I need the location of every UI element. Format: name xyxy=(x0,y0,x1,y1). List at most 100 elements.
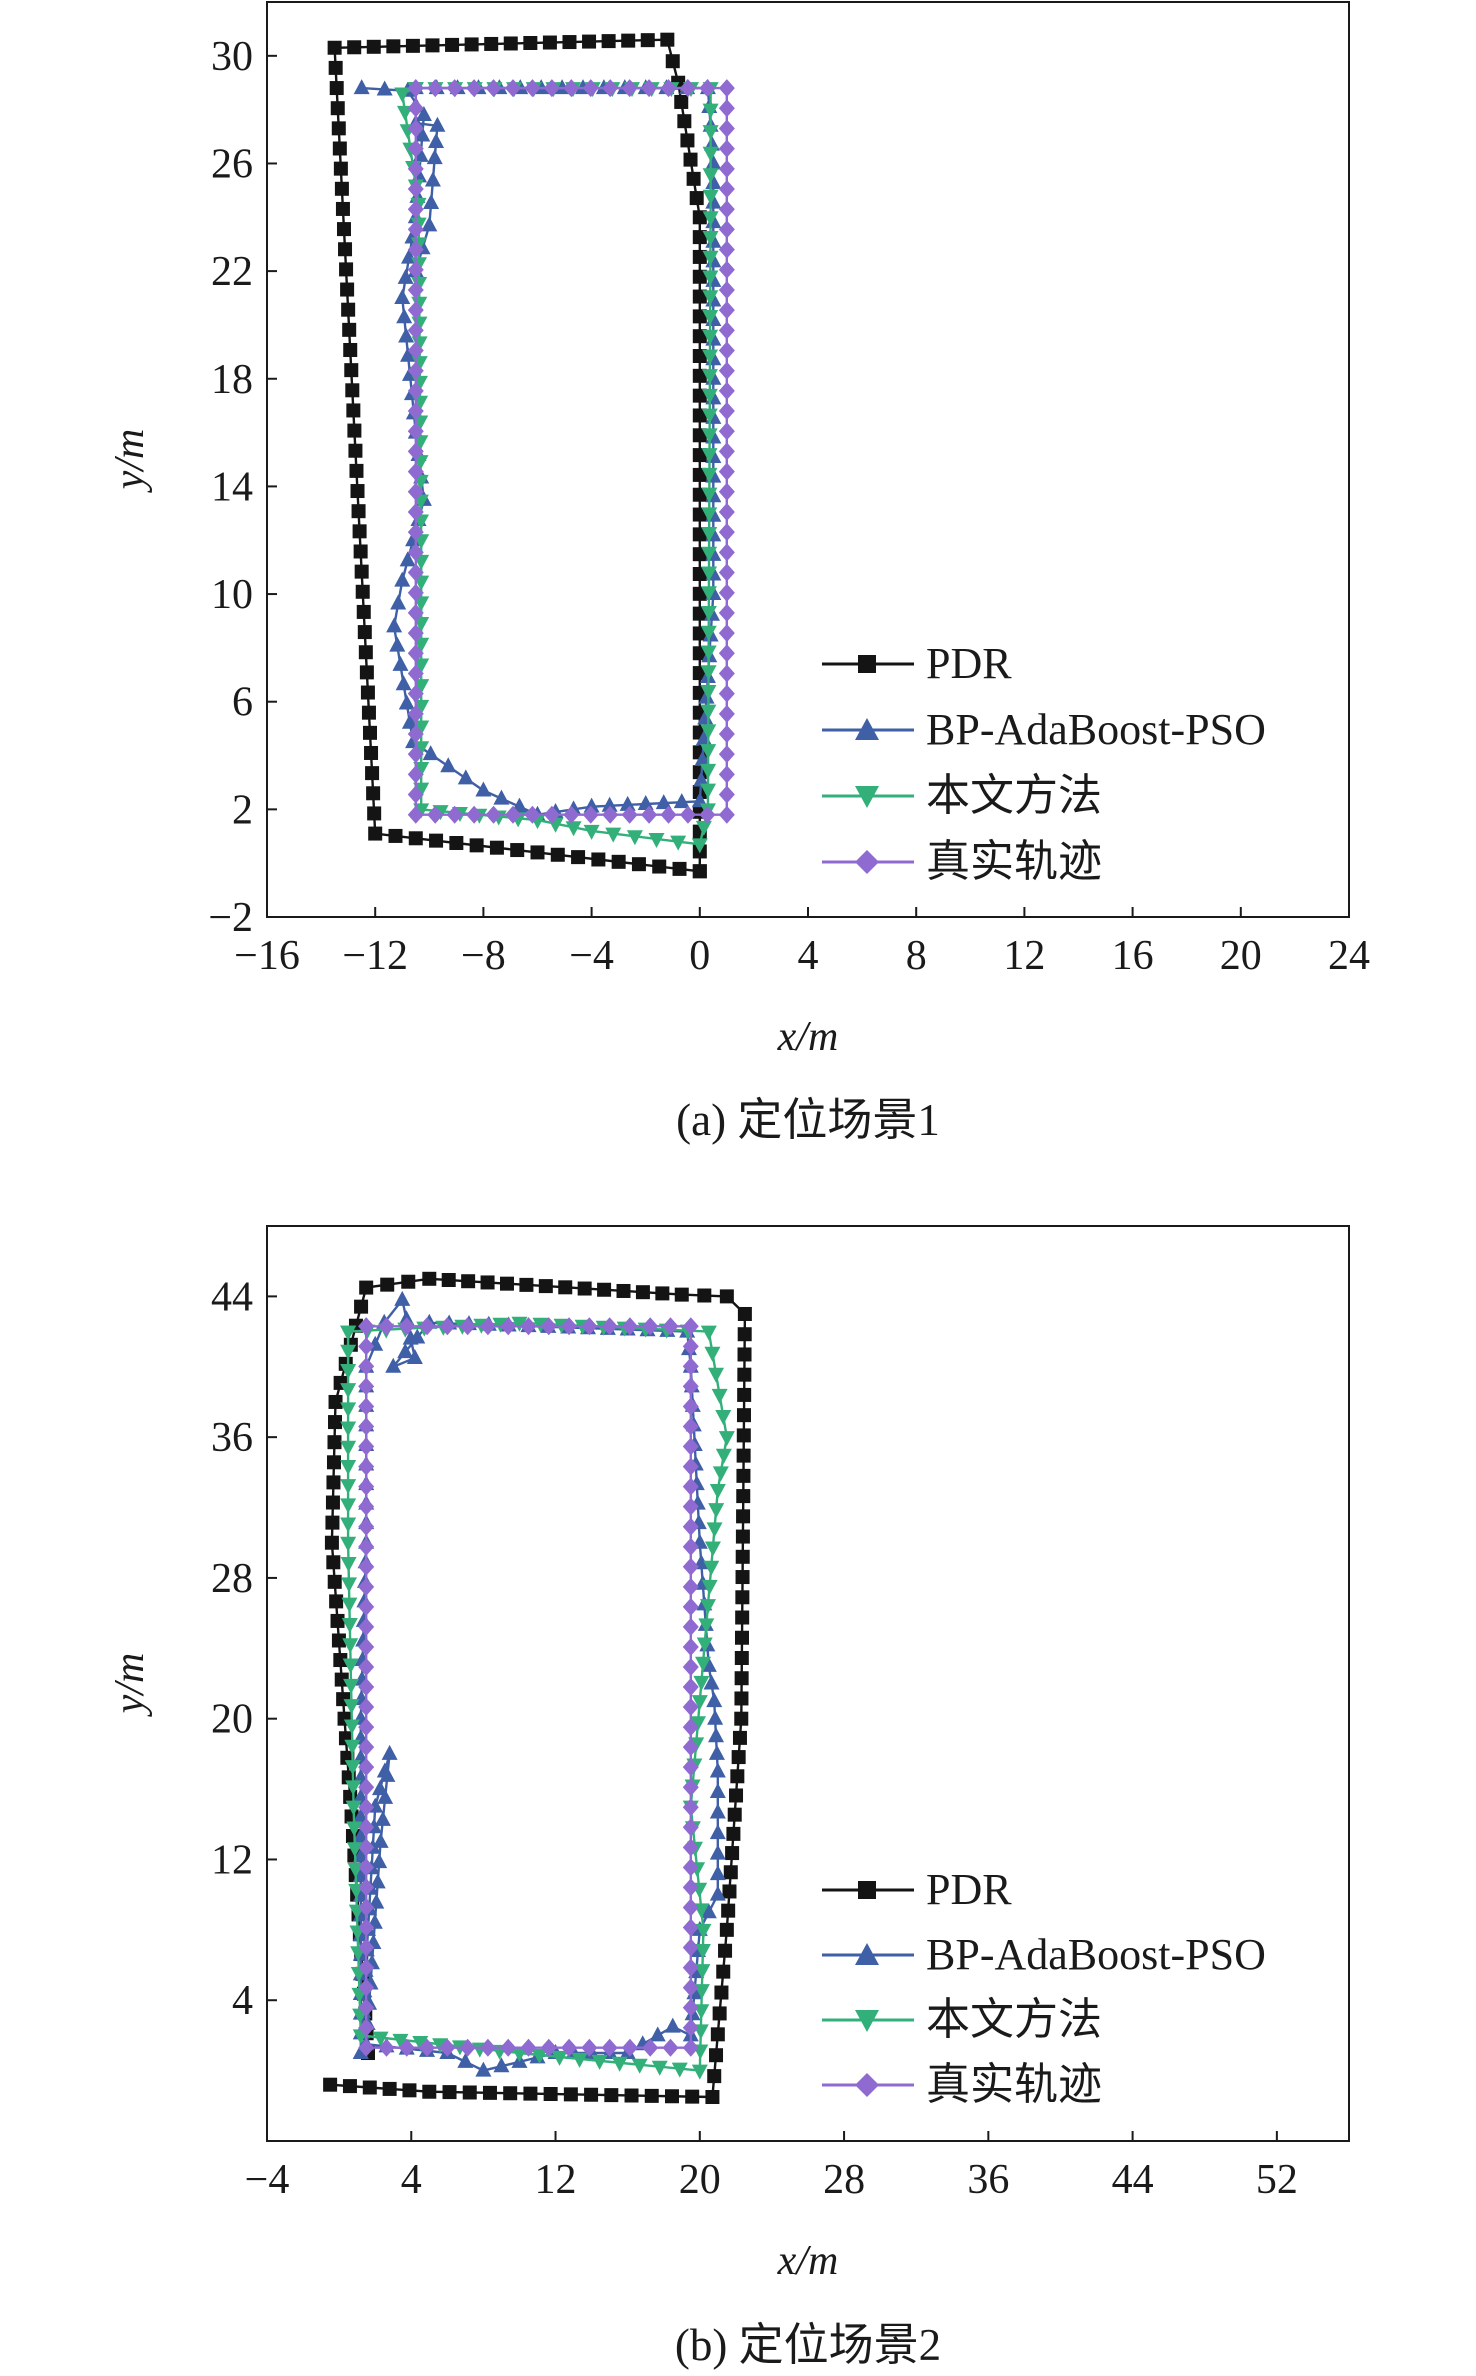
chart-a-marker-pdr xyxy=(388,828,403,843)
chart-a-marker-ground-truth xyxy=(485,805,502,824)
chart-b-marker-proposed-method xyxy=(340,1479,357,1495)
chart-a-marker-ground-truth xyxy=(504,79,521,98)
chart-b-marker-pdr xyxy=(604,2088,619,2103)
chart-b-marker-pdr xyxy=(726,1826,741,1841)
chart-b-marker-proposed-method xyxy=(342,1638,359,1654)
chart-b-marker-proposed-method xyxy=(340,1557,357,1573)
chart-b-marker-ground-truth xyxy=(682,1838,699,1857)
chart-a-marker-ground-truth xyxy=(718,462,735,481)
chart-a-marker-proposed-method xyxy=(702,146,719,162)
chart-b-marker-ground-truth xyxy=(682,1477,699,1496)
chart-b-marker-pdr xyxy=(736,1428,751,1443)
chart-b-marker-bp-adaboost-pso xyxy=(406,1348,423,1364)
chart-a-marker-bp-adaboost-pso xyxy=(353,79,370,95)
chart-a-marker-pdr xyxy=(343,342,358,357)
chart-a-marker-proposed-method xyxy=(670,835,687,851)
chart-b-marker-pdr xyxy=(723,1865,738,1880)
chart-b-x-tick-label: 36 xyxy=(967,2157,1009,2203)
legend-label-bp-adaboost-pso: BP-AdaBoost-PSO xyxy=(926,705,1266,754)
chart-b-marker-bp-adaboost-pso xyxy=(706,1692,723,1708)
chart-b-marker-ground-truth xyxy=(682,1758,699,1777)
chart-a-marker-pdr xyxy=(405,38,420,53)
chart-b-marker-ground-truth xyxy=(358,1437,375,1456)
chart-a-marker-ground-truth xyxy=(718,79,735,98)
chart-a-marker-ground-truth xyxy=(582,805,599,824)
chart-a-marker-proposed-method xyxy=(413,761,430,777)
chart-a-marker-proposed-method xyxy=(413,720,430,736)
chart-a-marker-pdr xyxy=(680,133,695,148)
chart-a-marker-proposed-method xyxy=(702,211,719,227)
chart-b-marker-proposed-method xyxy=(631,2058,648,2074)
chart-a-marker-pdr xyxy=(510,843,525,858)
chart-a-marker-ground-truth xyxy=(718,583,735,602)
chart-a-marker-pdr xyxy=(357,625,372,640)
legend-label-pdr: PDR xyxy=(926,639,1012,688)
chart-b-marker-ground-truth xyxy=(682,1798,699,1817)
chart-b-marker-pdr xyxy=(725,1846,740,1861)
chart-b-marker-pdr xyxy=(325,1495,340,1510)
chart-b-marker-ground-truth xyxy=(662,1317,679,1336)
chart-a-marker-ground-truth xyxy=(427,79,444,98)
chart-b-marker-ground-truth xyxy=(358,1958,375,1977)
chart-b-marker-proposed-method xyxy=(372,2031,389,2047)
chart-a-marker-ground-truth xyxy=(446,79,463,98)
chart-a-marker-ground-truth xyxy=(543,79,560,98)
chart-a-marker-ground-truth xyxy=(718,644,735,663)
chart-a-y-tick-label: −2 xyxy=(208,895,253,941)
chart-a-marker-pdr xyxy=(562,35,577,50)
chart-b-marker-ground-truth xyxy=(621,1317,638,1336)
chart-b-marker-ground-truth xyxy=(479,1317,496,1336)
chart-b-marker-ground-truth xyxy=(358,1738,375,1757)
chart-a-marker-pdr xyxy=(367,806,382,821)
chart-a-marker-ground-truth xyxy=(446,805,463,824)
chart-a-y-tick-label: 26 xyxy=(211,141,253,187)
chart-b-marker-ground-truth xyxy=(358,1718,375,1737)
chart-a-marker-proposed-method xyxy=(700,665,717,681)
chart-a-plot-frame xyxy=(266,1,1350,918)
chart-b-y-tick-label: 28 xyxy=(211,1556,253,1602)
chart-a-marker-proposed-method xyxy=(700,783,717,799)
chart-a-marker-proposed-method xyxy=(702,189,719,205)
chart-b-marker-proposed-method xyxy=(611,2056,628,2072)
chart-b-y-tick-label: 4 xyxy=(232,1978,253,2024)
chart-b-marker-pdr xyxy=(422,1271,437,1286)
chart-a-marker-pdr xyxy=(333,161,348,176)
chart-b-marker-ground-truth xyxy=(682,1457,699,1476)
chart-a-marker-ground-truth xyxy=(718,280,735,299)
chart-a-marker-pdr xyxy=(425,38,440,53)
chart-a-marker-pdr xyxy=(692,467,707,482)
chart-b-marker-ground-truth xyxy=(540,1317,557,1336)
chart-b-x-tick-label: 28 xyxy=(823,2157,865,2203)
chart-a-marker-ground-truth xyxy=(718,200,735,219)
chart-b-marker-proposed-method xyxy=(715,1410,732,1426)
chart-a-marker-ground-truth xyxy=(718,119,735,138)
chart-b-marker-pdr xyxy=(718,1943,733,1958)
chart-a-marker-pdr xyxy=(692,864,707,879)
chart-a-line-ground-truth xyxy=(414,86,728,816)
chart-b-marker-pdr xyxy=(334,1672,349,1687)
chart-b-y-axis-label: y/m xyxy=(107,1653,153,1718)
chart-b-marker-ground-truth xyxy=(358,1337,375,1356)
chart-a-marker-ground-truth xyxy=(407,664,424,683)
chart-b-marker-ground-truth xyxy=(358,1557,375,1576)
chart-b-marker-bp-adaboost-pso xyxy=(385,1357,402,1373)
chart-b-marker-pdr xyxy=(462,2085,477,2100)
chart-a-marker-bp-adaboost-pso xyxy=(421,216,438,232)
chart-a-marker-bp-adaboost-pso xyxy=(583,797,600,813)
chart-a-marker-ground-truth xyxy=(504,805,521,824)
chart-a-marker-proposed-method xyxy=(702,309,719,325)
legend-marker-ground-truth xyxy=(855,850,879,874)
chart-b-marker-pdr xyxy=(342,2079,357,2094)
chart-b-marker-proposed-method xyxy=(392,2033,409,2049)
chart-a-marker-proposed-method xyxy=(702,103,719,119)
chart-b-marker-proposed-method xyxy=(695,1656,712,1672)
chart-a-marker-pdr xyxy=(489,840,504,855)
chart-b-marker-pdr xyxy=(734,1630,749,1645)
chart-a-marker-ground-truth xyxy=(718,341,735,360)
chart-a-marker-pdr xyxy=(621,33,636,48)
chart-b-marker-proposed-method xyxy=(343,1719,360,1735)
chart-b-marker-pdr xyxy=(380,1277,395,1292)
chart-a-marker-pdr xyxy=(346,403,361,418)
chart-b-marker-pdr xyxy=(735,1529,750,1544)
chart-b-marker-bp-adaboost-pso xyxy=(377,1788,394,1804)
